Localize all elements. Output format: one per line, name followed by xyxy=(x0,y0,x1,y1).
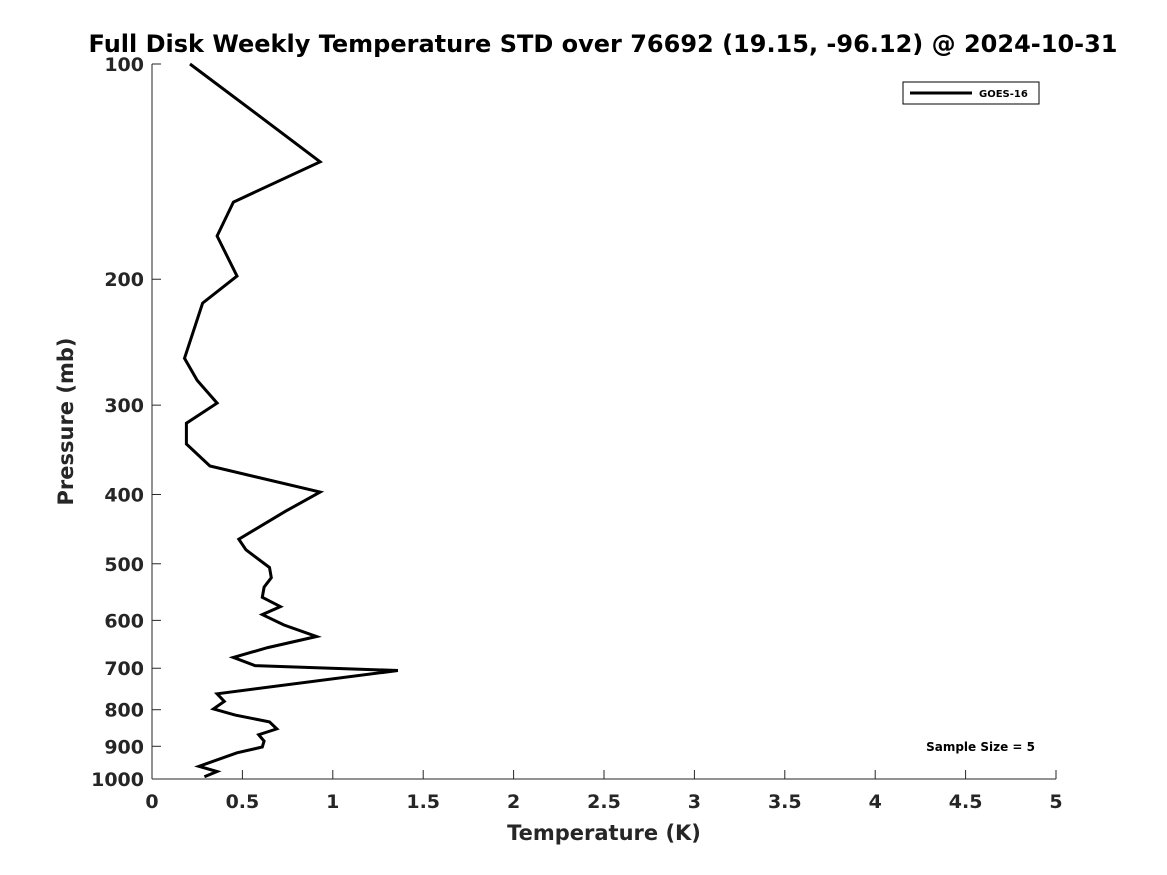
series-line-goes-16 xyxy=(182,62,399,779)
axes: 0 0.5 1 1.5 2 2.5 3 3.5 4 4.5 5 100 200 300 400 500 600 7… xyxy=(54,54,1063,845)
x-tick-label: 1 xyxy=(326,791,339,813)
y-tick-label: 200 xyxy=(104,269,144,291)
x-tick-label: 3 xyxy=(688,791,701,813)
x-tick-label: 2.5 xyxy=(587,791,621,813)
x-tick-label: 1.5 xyxy=(406,791,440,813)
x-tick-label: 0 xyxy=(145,791,158,813)
legend: GOES-16 xyxy=(902,81,1040,105)
legend-label: GOES-16 xyxy=(979,89,1028,100)
x-axis-label: Temperature (K) xyxy=(507,821,701,845)
y-tick-label: 600 xyxy=(104,610,144,632)
y-tick-label: 500 xyxy=(104,554,144,576)
y-tick-label: 800 xyxy=(104,700,144,722)
x-tick-label: 4 xyxy=(869,791,882,813)
series-layer xyxy=(182,62,399,779)
y-axis-label: Pressure (mb) xyxy=(54,338,78,506)
y-tick-label: 1000 xyxy=(91,769,144,791)
sample-size-annotation: Sample Size = 5 xyxy=(926,740,1035,754)
y-tick-label: 700 xyxy=(104,658,144,680)
y-tick-label: 300 xyxy=(104,395,144,417)
x-tick-label: 5 xyxy=(1049,791,1062,813)
x-tick-label: 4.5 xyxy=(949,791,983,813)
y-tick-label: 100 xyxy=(104,54,144,76)
y-tick-label: 400 xyxy=(104,484,144,506)
chart-title: Full Disk Weekly Temperature STD over 76… xyxy=(89,30,1118,58)
x-tick-label: 0.5 xyxy=(226,791,260,813)
x-tick-label: 2 xyxy=(507,791,520,813)
x-tick-label: 3.5 xyxy=(768,791,802,813)
y-tick-label: 900 xyxy=(104,736,144,758)
